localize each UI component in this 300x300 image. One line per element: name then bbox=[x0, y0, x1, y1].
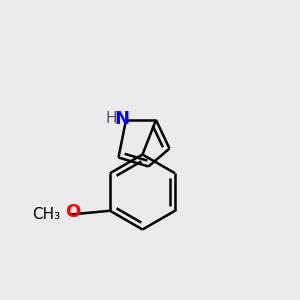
Text: N: N bbox=[114, 110, 129, 128]
Text: H: H bbox=[106, 111, 117, 126]
Text: CH₃: CH₃ bbox=[32, 207, 61, 222]
Text: O: O bbox=[65, 203, 80, 221]
